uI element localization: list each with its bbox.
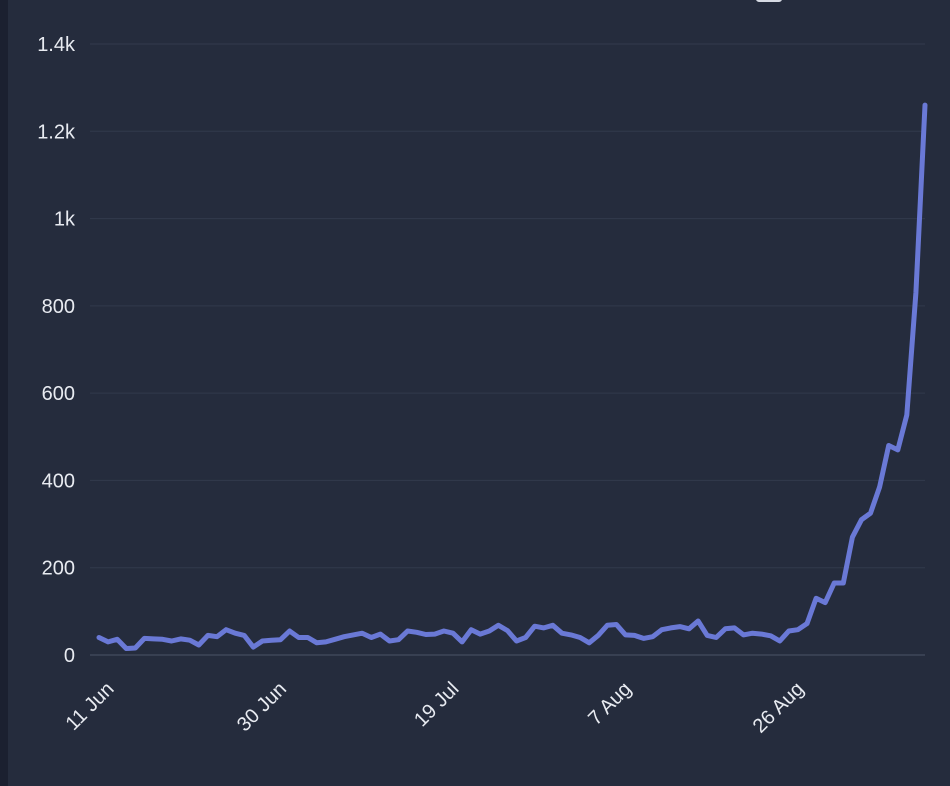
x-tick-label: 11 Jun <box>62 678 119 735</box>
series-line[interactable] <box>96 102 928 651</box>
legend-swatch[interactable] <box>756 0 782 2</box>
series-layer <box>96 102 928 651</box>
y-tick-label: 800 <box>42 296 75 318</box>
y-tick-label: 400 <box>42 470 75 492</box>
grid-layer <box>90 43 925 656</box>
x-tick-label: 19 Jul <box>410 678 463 731</box>
y-tick-label: 0 <box>64 645 75 667</box>
y-tick-label: 200 <box>42 558 75 580</box>
y-tick-label: 600 <box>42 383 75 405</box>
y-tick-label: 1.2k <box>37 121 76 143</box>
x-tick-label: 30 Jun <box>233 678 291 736</box>
x-tick-label: 7 Aug <box>584 678 636 730</box>
x-axis-ticks: 11 Jun 30 Jun 19 Jul 7 Aug 26 Aug <box>62 678 809 738</box>
y-axis-ticks: 0 200 400 600 800 1k 1.2k 1.4k <box>37 34 76 667</box>
x-tick-label: 26 Aug <box>749 678 809 738</box>
y-tick-label: 1.4k <box>37 34 76 56</box>
y-tick-label: 1k <box>54 209 76 231</box>
